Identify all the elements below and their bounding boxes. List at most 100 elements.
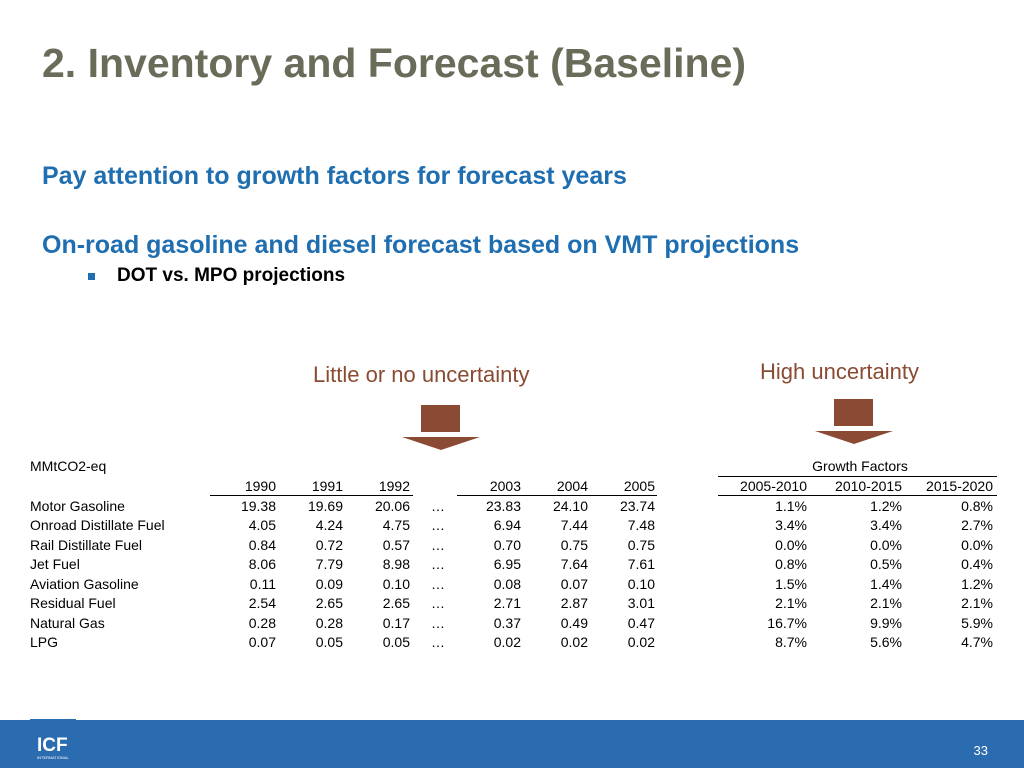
icf-logo: ICF INTERNATIONAL [37, 735, 69, 760]
row-label: Jet Fuel [30, 556, 80, 572]
subheading-vmt-projections: On-road gasoline and diesel forecast bas… [42, 231, 800, 259]
row-label: Aviation Gasoline [30, 575, 139, 592]
table-cell: 0.72 [315, 536, 343, 553]
table-cell: 2.87 [560, 595, 588, 611]
table-cell: 0.49 [560, 614, 588, 631]
growth-cell: 1.2% [961, 575, 993, 592]
growth-cell: 0.5% [870, 556, 902, 572]
year-header: 2003 [489, 478, 521, 494]
growth-cell: 1.4% [870, 575, 902, 592]
year-header: 1992 [378, 478, 410, 494]
bullet-item: DOT vs. MPO projections [88, 265, 345, 287]
growth-cell: 0.4% [961, 556, 993, 572]
growth-rule [718, 495, 997, 496]
table-cell: 2.65 [382, 595, 410, 611]
footer-divider [30, 719, 76, 720]
growth-cell: 3.4% [775, 517, 807, 533]
table-cell: 7.79 [315, 556, 343, 572]
table-cell: 2.54 [248, 595, 276, 611]
row-label: Onroad Distillate Fuel [30, 517, 165, 533]
table-cell: 0.75 [560, 536, 588, 553]
row-label: Motor Gasoline [30, 497, 125, 514]
table-cell: 0.10 [627, 575, 655, 592]
table-cell: 0.28 [315, 614, 343, 631]
table-cell: 0.09 [315, 575, 343, 592]
table-cell: 0.02 [627, 634, 655, 650]
growth-cell: 4.7% [961, 634, 993, 650]
ellipsis-cell: … [431, 595, 445, 611]
table-cell: 6.95 [493, 556, 521, 572]
row-label: Rail Distillate Fuel [30, 536, 143, 553]
ellipsis-cell: … [431, 575, 445, 592]
table-cell: 2.71 [493, 595, 521, 611]
table-cell: 0.28 [248, 614, 276, 631]
unit-label: MMtCO2-eq [30, 458, 107, 474]
ellipsis-cell: … [431, 556, 445, 572]
growth-cell: 2.1% [961, 595, 993, 611]
row-label: Natural Gas [30, 614, 105, 631]
ellipsis-cell: … [431, 614, 445, 631]
down-arrow-icon [402, 405, 480, 450]
growth-cell: 0.8% [775, 556, 807, 572]
row-label: Residual Fuel [30, 595, 116, 611]
growth-cell: 1.2% [870, 497, 902, 514]
table-cell: 0.11 [249, 575, 276, 592]
growth-cell: 3.4% [870, 517, 902, 533]
year-header: 2005 [623, 478, 655, 494]
growth-period-header: 2015-2020 [926, 478, 993, 494]
growth-period-header: 2005-2010 [740, 478, 807, 494]
page-number: 33 [973, 743, 988, 758]
growth-cell: 5.6% [870, 634, 902, 650]
table-cell: 7.61 [627, 556, 655, 572]
growth-period-header: 2010-2015 [835, 478, 902, 494]
subheading-growth-factors: Pay attention to growth factors for fore… [42, 162, 627, 190]
growth-cell: 0.0% [870, 536, 902, 553]
year-header: 2004 [556, 478, 588, 494]
label-high-uncertainty: High uncertainty [760, 359, 919, 384]
table-cell: 6.94 [493, 517, 521, 533]
table-cell: 8.06 [248, 556, 276, 572]
table-cell: 20.06 [374, 497, 410, 514]
table-cell: 4.75 [382, 517, 410, 533]
table-cell: 0.05 [382, 634, 410, 650]
ellipsis-cell: … [431, 634, 445, 650]
table-cell: 0.02 [560, 634, 588, 650]
ellipsis-cell: … [431, 497, 445, 514]
table-cell: 0.75 [627, 536, 655, 553]
table-cell: 0.84 [248, 536, 276, 553]
growth-cell: 1.5% [775, 575, 807, 592]
growth-cell: 8.7% [775, 634, 807, 650]
table-cell: 0.70 [493, 536, 521, 553]
slide-title: 2. Inventory and Forecast (Baseline) [42, 40, 747, 86]
row-label: LPG [30, 634, 59, 650]
table-cell: 2.65 [315, 595, 343, 611]
logo-text: ICF [37, 735, 68, 756]
table-cell: 0.08 [493, 575, 521, 592]
growth-header-rule [718, 476, 997, 477]
table-cell: 0.57 [382, 536, 410, 553]
table-cell: 24.10 [552, 497, 588, 514]
year-header: 1991 [311, 478, 343, 494]
label-little-uncertainty: Little or no uncertainty [313, 362, 530, 387]
table-cell: 7.48 [627, 517, 655, 533]
growth-cell: 16.7% [767, 614, 807, 631]
growth-cell: 2.1% [775, 595, 807, 611]
table-cell: 0.07 [560, 575, 588, 592]
table-cell: 4.05 [248, 517, 276, 533]
growth-cell: 9.9% [870, 614, 902, 631]
growth-cell: 1.1% [775, 497, 807, 514]
emissions-table: MMtCO2-eq Growth Factors 1990 1991 1992 2003 2… [30, 456, 1002, 656]
year-header: 1990 [244, 478, 276, 494]
table-cell: 0.17 [382, 614, 410, 631]
table-cell: 23.83 [485, 497, 521, 514]
down-arrow-icon [815, 399, 893, 444]
growth-cell: 0.0% [775, 536, 807, 553]
table-cell: 23.74 [619, 497, 655, 514]
table-cell: 7.64 [560, 556, 588, 572]
growth-cell: 2.7% [961, 517, 993, 533]
table-cell: 0.37 [493, 614, 521, 631]
table-cell: 0.07 [248, 634, 276, 650]
growth-cell: 5.9% [961, 614, 993, 631]
ellipsis-cell: … [431, 536, 445, 553]
square-bullet-icon [88, 272, 95, 280]
